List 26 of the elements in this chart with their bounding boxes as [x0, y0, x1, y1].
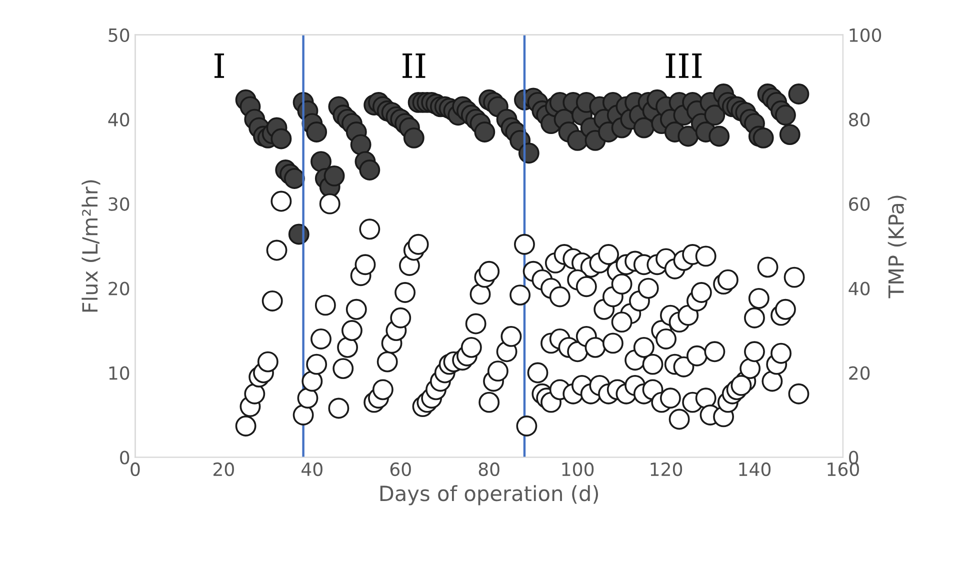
- y2-tick-label: 20: [849, 366, 870, 380]
- y-tick-label: 30: [108, 197, 130, 211]
- x-tick-label: 140: [739, 462, 771, 476]
- annotation: II: [402, 54, 426, 78]
- x-axis-title: Days of operation (d): [380, 485, 598, 506]
- annotation: III: [666, 54, 702, 78]
- y-tick-label: 40: [108, 112, 130, 126]
- y2-tick-label: 80: [849, 112, 870, 126]
- x-tick-label: 60: [390, 462, 411, 476]
- y-tick-label: 50: [108, 28, 130, 42]
- y-tick-label: 0: [120, 450, 130, 464]
- y-tick-label: 10: [109, 366, 130, 380]
- y2-tick-label: 40: [848, 282, 870, 296]
- y-tick-label: 20: [108, 282, 130, 296]
- x-tick-label: 20: [214, 462, 234, 476]
- annotation: I: [214, 54, 224, 78]
- y2-tick-label: 60: [849, 197, 870, 211]
- y2-tick-label: 100: [850, 28, 882, 42]
- x-tick-label: 100: [562, 462, 594, 476]
- x-tick-label: 160: [828, 462, 859, 476]
- x-tick-label: 0: [130, 462, 140, 476]
- x-tick-label: 40: [302, 462, 322, 476]
- y-axis-title: Flux (L/m²hr): [82, 180, 100, 312]
- x-tick-label: 120: [650, 462, 682, 476]
- y2-axis-title: TMP (KPa): [888, 196, 906, 298]
- x-tick-label: 80: [478, 462, 500, 476]
